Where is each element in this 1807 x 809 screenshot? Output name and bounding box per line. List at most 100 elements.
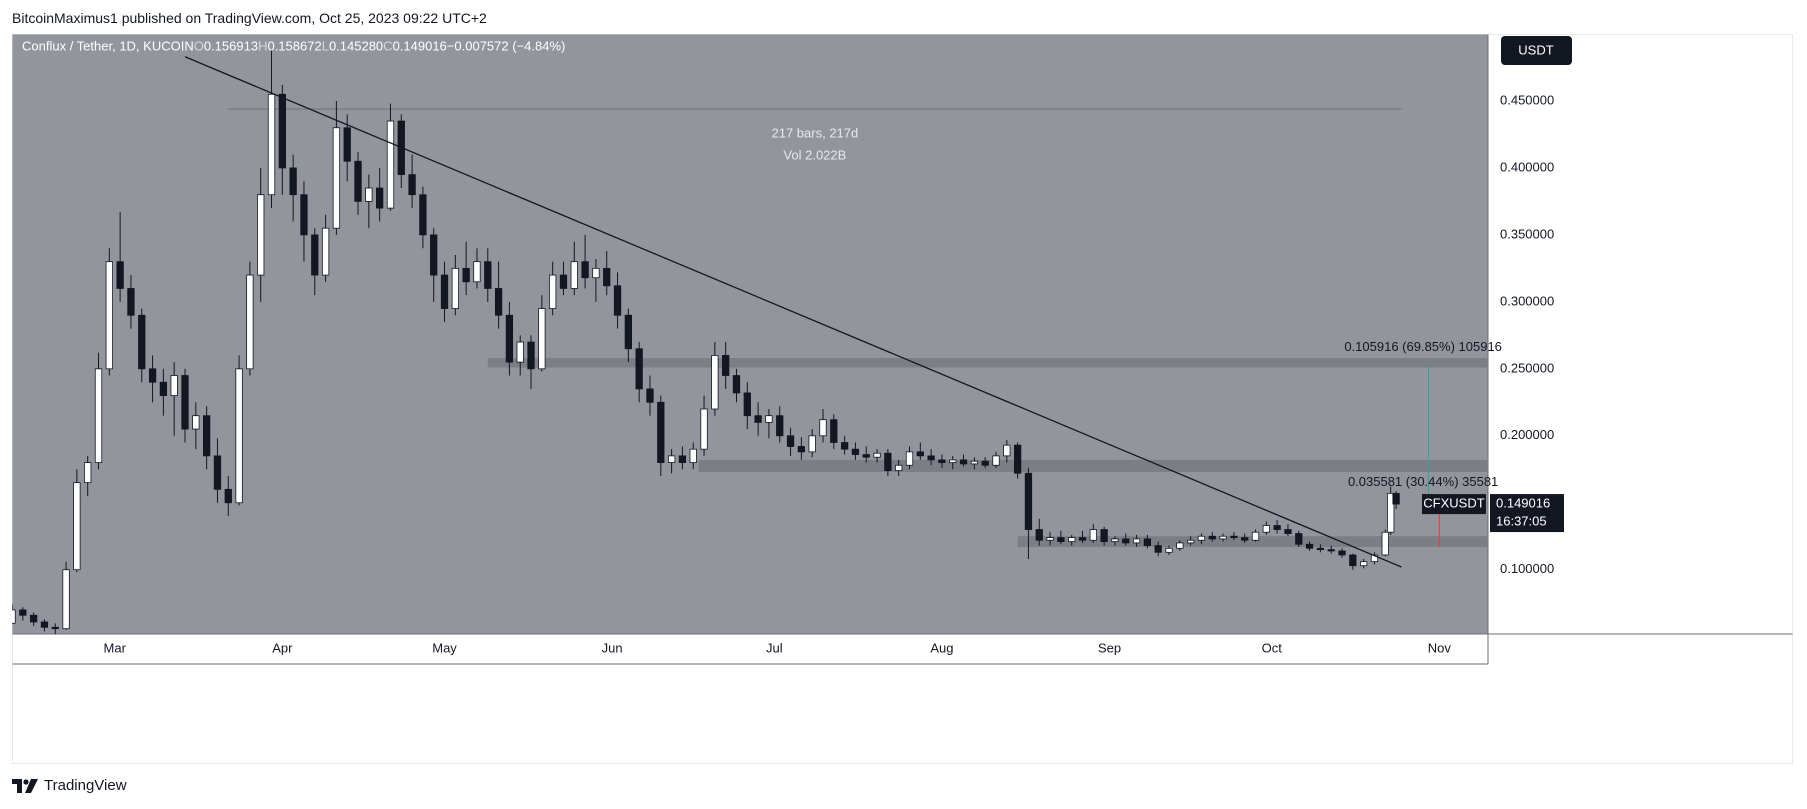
candle-body[interactable] bbox=[1392, 493, 1400, 505]
candle-body[interactable] bbox=[1219, 535, 1227, 540]
candle-body[interactable] bbox=[1122, 538, 1130, 544]
candle-body[interactable] bbox=[51, 626, 59, 630]
candle-body[interactable] bbox=[1186, 539, 1195, 544]
candle-body[interactable] bbox=[62, 569, 70, 630]
candle-body[interactable] bbox=[1295, 533, 1303, 545]
candle-body[interactable] bbox=[851, 448, 860, 455]
candle-body[interactable] bbox=[1370, 554, 1379, 563]
candle-body[interactable] bbox=[1360, 561, 1368, 567]
candle-body[interactable] bbox=[862, 454, 870, 458]
candle-body[interactable] bbox=[981, 460, 989, 466]
candle-body[interactable] bbox=[1208, 535, 1216, 540]
candle-body[interactable] bbox=[40, 621, 49, 628]
candle-body[interactable] bbox=[235, 368, 243, 504]
candle-body[interactable] bbox=[927, 455, 935, 461]
candle-body[interactable] bbox=[549, 274, 557, 309]
candle-body[interactable] bbox=[127, 288, 135, 316]
candle-body[interactable] bbox=[938, 459, 946, 463]
candle-body[interactable] bbox=[1013, 444, 1022, 474]
candle-body[interactable] bbox=[224, 488, 232, 504]
candle-body[interactable] bbox=[905, 451, 914, 466]
candle-body[interactable] bbox=[1230, 535, 1238, 538]
candle-body[interactable] bbox=[722, 355, 730, 376]
candle-body[interactable] bbox=[484, 261, 492, 289]
candle-body[interactable] bbox=[732, 375, 741, 394]
chart-svg[interactable]: 217 bars, 217d Vol 2.022B 0.105916 (69.85%… bbox=[12, 34, 1793, 764]
candle-body[interactable] bbox=[808, 435, 816, 453]
candle-body[interactable] bbox=[603, 267, 611, 287]
candle-body[interactable] bbox=[776, 415, 784, 437]
candle-body[interactable] bbox=[624, 314, 632, 350]
candle-body[interactable] bbox=[278, 93, 286, 169]
candle-body[interactable] bbox=[1349, 554, 1357, 567]
candle-body[interactable] bbox=[743, 392, 751, 417]
candle-body[interactable] bbox=[830, 419, 838, 443]
candle-body[interactable] bbox=[332, 127, 341, 229]
candle-body[interactable] bbox=[797, 446, 806, 453]
candle-body[interactable] bbox=[1273, 525, 1281, 530]
candle-body[interactable] bbox=[635, 348, 643, 390]
candle-body[interactable] bbox=[1251, 531, 1260, 541]
candle-body[interactable] bbox=[1078, 537, 1087, 541]
candle-body[interactable] bbox=[321, 227, 330, 276]
candle-body[interactable] bbox=[840, 442, 849, 450]
candle-body[interactable] bbox=[765, 415, 773, 423]
candle-body[interactable] bbox=[516, 341, 524, 363]
candle-body[interactable] bbox=[505, 314, 514, 363]
candle-body[interactable] bbox=[246, 274, 254, 370]
candle-body[interactable] bbox=[613, 285, 622, 316]
candle-body[interactable] bbox=[116, 261, 124, 289]
candle-body[interactable] bbox=[1241, 537, 1249, 541]
candle-body[interactable] bbox=[1305, 543, 1314, 549]
descending-trendline[interactable] bbox=[184, 56, 1402, 568]
candle-body[interactable] bbox=[376, 187, 384, 209]
candle-body[interactable] bbox=[884, 452, 892, 472]
candle-body[interactable] bbox=[1100, 529, 1108, 542]
candle-body[interactable] bbox=[754, 415, 762, 423]
currency-button-label[interactable]: USDT bbox=[1518, 42, 1553, 57]
candle-body[interactable] bbox=[29, 614, 38, 623]
candle-body[interactable] bbox=[657, 401, 665, 463]
candle-body[interactable] bbox=[1387, 492, 1395, 533]
candle-body[interactable] bbox=[213, 455, 222, 490]
candle-body[interactable] bbox=[148, 368, 157, 383]
candle-body[interactable] bbox=[12, 609, 16, 624]
candle-body[interactable] bbox=[949, 459, 957, 463]
candle-body[interactable] bbox=[678, 455, 687, 463]
candle-body[interactable] bbox=[873, 452, 881, 458]
candle-body[interactable] bbox=[192, 415, 200, 430]
candle-body[interactable] bbox=[19, 609, 27, 616]
candle-body[interactable] bbox=[1197, 535, 1206, 541]
candle-body[interactable] bbox=[138, 314, 146, 370]
candle-body[interactable] bbox=[1003, 444, 1011, 457]
candle-body[interactable] bbox=[343, 127, 351, 162]
candle-body[interactable] bbox=[819, 419, 827, 437]
candle-body[interactable] bbox=[84, 462, 92, 484]
candle-body[interactable] bbox=[1338, 550, 1346, 556]
candle-body[interactable] bbox=[992, 455, 1000, 466]
candle-body[interactable] bbox=[1165, 547, 1173, 553]
candle-body[interactable] bbox=[440, 274, 449, 309]
candle-body[interactable] bbox=[159, 381, 168, 397]
candle-body[interactable] bbox=[538, 308, 546, 370]
candle-body[interactable] bbox=[451, 267, 459, 309]
candle-body[interactable] bbox=[473, 261, 481, 283]
currency-button[interactable] bbox=[1501, 36, 1572, 65]
candle-body[interactable] bbox=[386, 120, 395, 209]
candle-body[interactable] bbox=[1057, 537, 1065, 542]
candle-body[interactable] bbox=[170, 375, 178, 397]
candle-body[interactable] bbox=[300, 194, 308, 236]
candle-body[interactable] bbox=[1327, 549, 1335, 552]
candle-body[interactable] bbox=[646, 388, 654, 403]
candle-body[interactable] bbox=[959, 459, 968, 465]
candle-body[interactable] bbox=[711, 355, 719, 410]
chart-frame[interactable]: 217 bars, 217d Vol 2.022B 0.105916 (69.85%… bbox=[12, 34, 1793, 764]
candle-body[interactable] bbox=[1132, 538, 1141, 544]
candle-body[interactable] bbox=[289, 167, 297, 196]
candle-body[interactable] bbox=[1024, 472, 1033, 530]
candle-body[interactable] bbox=[1316, 547, 1325, 551]
candle-body[interactable] bbox=[1284, 529, 1292, 534]
candle-body[interactable] bbox=[419, 194, 427, 236]
candle-body[interactable] bbox=[365, 187, 373, 202]
candle-body[interactable] bbox=[1154, 545, 1162, 553]
